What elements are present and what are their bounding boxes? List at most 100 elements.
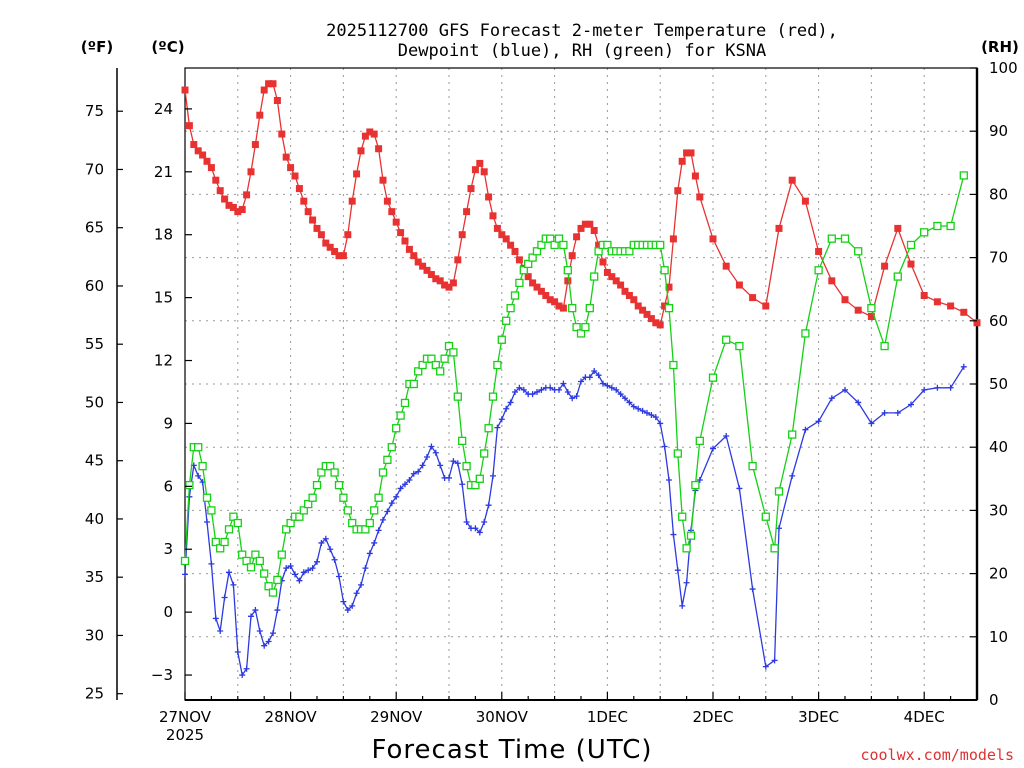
rh-point bbox=[920, 228, 929, 237]
rh-point bbox=[669, 360, 678, 370]
rh-point bbox=[444, 341, 454, 351]
dewpoint-point bbox=[556, 386, 562, 393]
x-tick-label: 27NOV bbox=[159, 708, 212, 726]
temperature-point bbox=[401, 237, 409, 245]
temperature-point bbox=[696, 193, 704, 201]
dewpoint-point bbox=[459, 481, 466, 488]
dewpoint-point bbox=[586, 374, 593, 381]
rh-point bbox=[238, 550, 247, 559]
rh-point bbox=[532, 247, 542, 256]
rh-tick-label: 20 bbox=[989, 565, 1008, 583]
rh-point bbox=[198, 462, 207, 471]
rh-tick-label: 50 bbox=[989, 375, 1008, 393]
rh-point bbox=[418, 360, 427, 370]
dewpoint-point bbox=[366, 550, 373, 557]
rh-point bbox=[893, 272, 902, 281]
dewpoint-point bbox=[648, 412, 655, 419]
rh-point bbox=[682, 544, 691, 553]
rh-point bbox=[488, 392, 498, 401]
temperature-point bbox=[555, 302, 563, 310]
dewpoint-point bbox=[512, 388, 518, 395]
temperature-point bbox=[225, 201, 233, 209]
temperature-point bbox=[366, 128, 374, 136]
rh-point bbox=[497, 335, 506, 344]
dewpoint-point bbox=[947, 384, 954, 391]
x-tick-sublabel: 2025 bbox=[166, 726, 204, 744]
chart-title-line2: Dewpoint (blue), RH (green) for KSNA bbox=[398, 41, 766, 61]
dewpoint-point bbox=[450, 458, 457, 465]
dewpoint-point bbox=[243, 665, 250, 672]
rh-point bbox=[365, 518, 374, 528]
temperature-point bbox=[476, 159, 484, 167]
temperature-point bbox=[243, 191, 251, 199]
temperature-point bbox=[370, 130, 378, 138]
rh-point bbox=[185, 480, 194, 490]
rh-point bbox=[251, 550, 260, 559]
dewpoint-point bbox=[432, 449, 439, 456]
dewpoint-point bbox=[212, 615, 219, 622]
rh-point bbox=[277, 550, 286, 559]
temperature-point bbox=[194, 147, 202, 155]
rh-tick-label: 40 bbox=[989, 438, 1008, 456]
rh-point bbox=[664, 304, 674, 313]
fahrenheit-tick-label: 35 bbox=[85, 568, 104, 586]
rh-point bbox=[286, 518, 295, 528]
temperature-point bbox=[449, 279, 457, 287]
dewpoint-point bbox=[182, 571, 188, 578]
rh-point bbox=[959, 171, 968, 180]
temperature-point bbox=[502, 235, 510, 243]
dewpoint-point bbox=[639, 407, 646, 414]
dewpoint-point bbox=[674, 567, 681, 574]
dewpoint-point bbox=[644, 409, 650, 416]
dewpoint-point bbox=[472, 525, 479, 532]
temperature-point bbox=[669, 235, 677, 243]
dewpoint-point bbox=[776, 525, 782, 532]
temperature-point bbox=[595, 241, 603, 249]
dewpoint-point bbox=[419, 462, 426, 469]
rh-point bbox=[396, 411, 405, 420]
temperature-point bbox=[445, 283, 453, 291]
series-temperature bbox=[181, 80, 981, 329]
temperature-point bbox=[947, 302, 955, 310]
temperature-point bbox=[375, 145, 383, 153]
dewpoint-point bbox=[318, 539, 325, 546]
temperature-point bbox=[647, 315, 655, 323]
dewpoint-point bbox=[380, 516, 386, 523]
dewpoint-point bbox=[960, 363, 967, 370]
dewpoint-point bbox=[349, 602, 356, 609]
dewpoint-point bbox=[679, 602, 686, 609]
dewpoint-point bbox=[661, 443, 668, 450]
dewpoint-point bbox=[292, 571, 298, 578]
dewpoint-point bbox=[842, 386, 848, 393]
dewpoint-point bbox=[529, 391, 536, 398]
temperature-point bbox=[608, 273, 616, 281]
rh-point bbox=[202, 493, 212, 502]
dewpoint-point bbox=[424, 453, 430, 460]
rh-point bbox=[814, 266, 823, 275]
dewpoint-point bbox=[314, 558, 320, 565]
rh-point bbox=[348, 518, 357, 528]
temperature-point bbox=[639, 306, 647, 314]
rh-point bbox=[453, 392, 462, 401]
rh-point bbox=[594, 247, 603, 256]
rh-tick-label: 100 bbox=[989, 59, 1018, 77]
rh-point bbox=[656, 240, 665, 250]
temperature-point bbox=[309, 216, 317, 224]
rh-tick-label: 10 bbox=[989, 628, 1008, 646]
rh-point bbox=[246, 563, 256, 572]
rh-tick-label: 30 bbox=[989, 501, 1008, 519]
dewpoint-point bbox=[490, 472, 496, 479]
rh-point bbox=[378, 468, 388, 477]
dewpoint-point bbox=[230, 581, 237, 588]
temperature-point bbox=[551, 298, 559, 306]
temperature-point bbox=[841, 296, 849, 304]
fahrenheit-tick-label: 55 bbox=[85, 335, 104, 353]
temperature-point bbox=[920, 292, 928, 300]
fahrenheit-tick-label: 45 bbox=[85, 452, 104, 470]
rh-point bbox=[387, 443, 396, 452]
temperature-point bbox=[634, 302, 642, 310]
dewpoint-point bbox=[208, 560, 215, 567]
dewpoint-point bbox=[322, 535, 329, 542]
site-credit: coolwx.com/models bbox=[860, 746, 1014, 764]
